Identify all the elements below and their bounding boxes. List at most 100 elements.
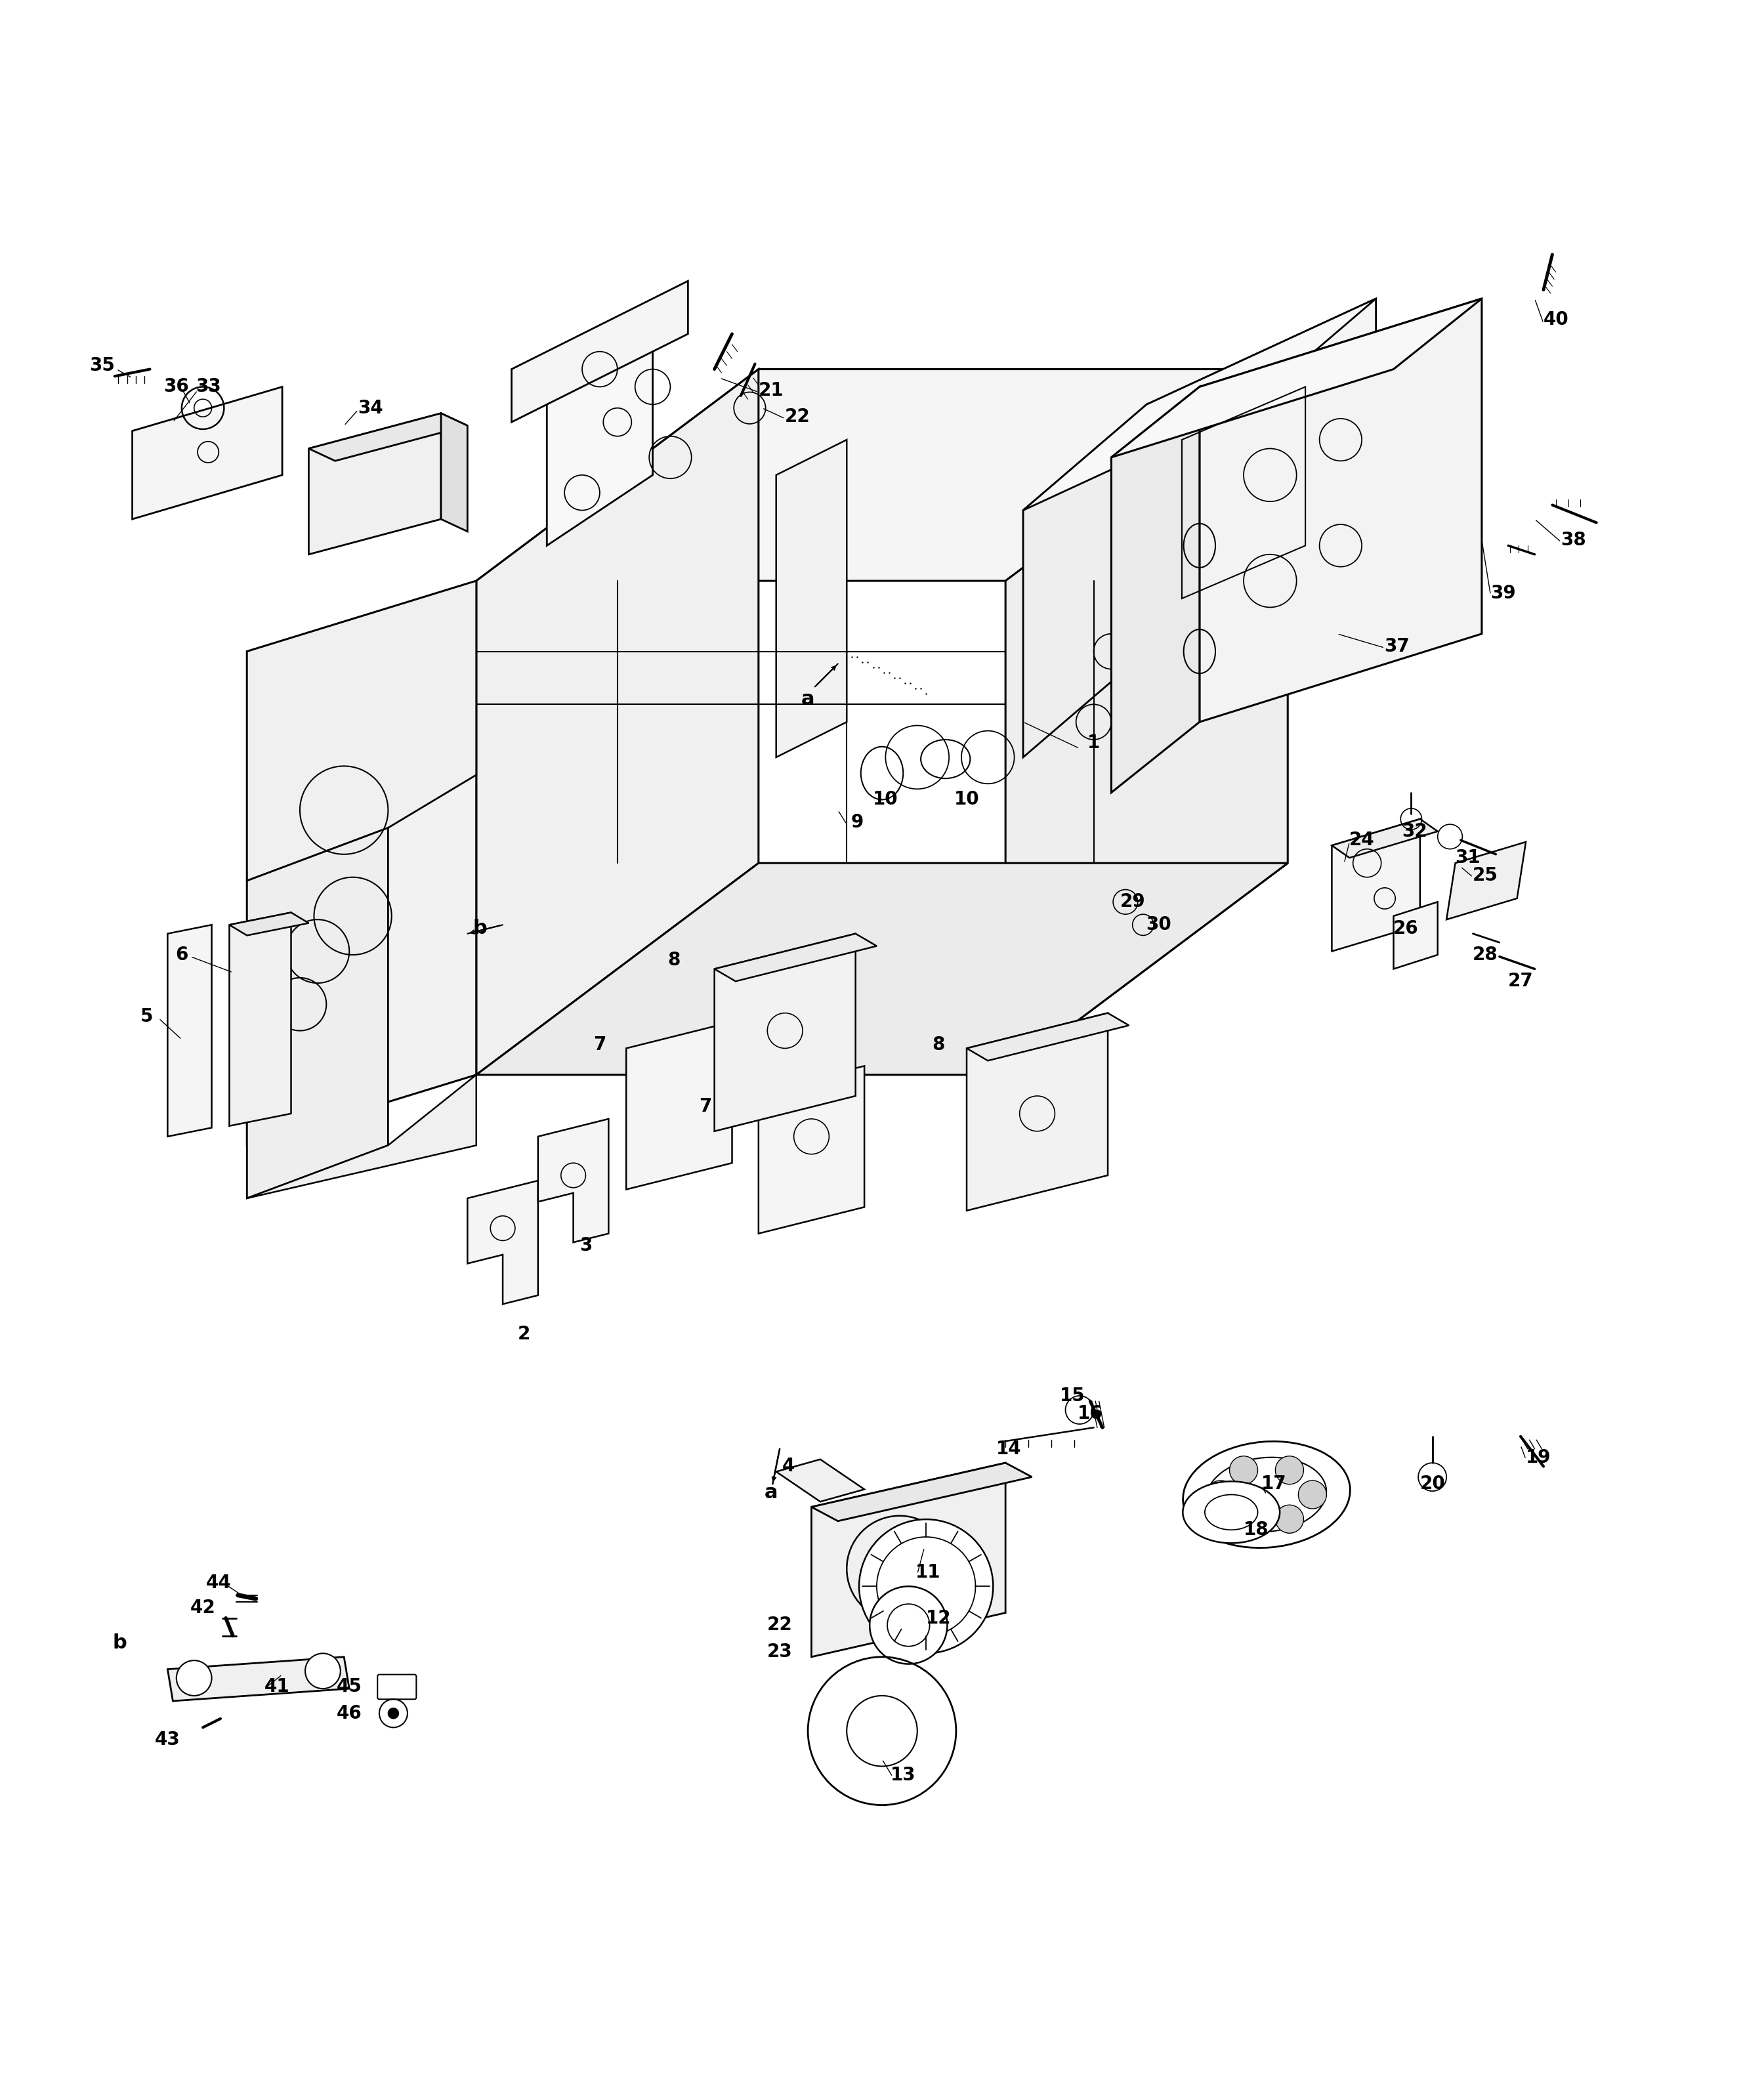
Text: 22: 22 [785, 407, 810, 426]
Text: 45: 45 [337, 1678, 362, 1696]
Text: 28: 28 [1473, 946, 1498, 965]
Polygon shape [1200, 299, 1482, 721]
Text: 36: 36 [164, 378, 189, 395]
Polygon shape [626, 1023, 732, 1189]
Polygon shape [512, 281, 688, 422]
Text: 4: 4 [781, 1457, 796, 1476]
Text: b: b [113, 1634, 127, 1653]
Text: 22: 22 [767, 1615, 792, 1634]
Text: 19: 19 [1526, 1449, 1551, 1468]
Text: b: b [473, 919, 487, 938]
Polygon shape [1332, 819, 1420, 952]
Circle shape [388, 1709, 399, 1719]
Circle shape [305, 1653, 340, 1688]
Polygon shape [714, 933, 856, 1131]
Text: 32: 32 [1402, 821, 1427, 840]
Polygon shape [309, 414, 441, 555]
Text: 23: 23 [767, 1642, 792, 1661]
Polygon shape [967, 1012, 1129, 1060]
Text: 33: 33 [196, 378, 220, 395]
Polygon shape [1332, 819, 1438, 859]
Polygon shape [168, 925, 212, 1137]
Text: 16: 16 [1078, 1403, 1102, 1422]
Polygon shape [811, 1464, 1032, 1522]
Text: 27: 27 [1508, 973, 1533, 990]
Polygon shape [229, 913, 309, 936]
Text: 1: 1 [1087, 734, 1101, 753]
Polygon shape [247, 580, 476, 1146]
Circle shape [1230, 1455, 1258, 1484]
Circle shape [176, 1661, 212, 1696]
Text: 21: 21 [759, 380, 783, 399]
Text: 8: 8 [667, 950, 681, 969]
Text: a: a [764, 1482, 778, 1503]
Text: 46: 46 [337, 1705, 362, 1723]
Circle shape [1275, 1455, 1304, 1484]
Text: 15: 15 [1060, 1387, 1085, 1405]
Polygon shape [1005, 370, 1288, 1075]
Text: 14: 14 [997, 1439, 1021, 1457]
Text: 44: 44 [206, 1574, 231, 1593]
Polygon shape [1147, 299, 1376, 651]
Text: a: a [801, 690, 815, 709]
Polygon shape [776, 1459, 864, 1501]
Text: 12: 12 [926, 1609, 951, 1628]
Text: 10: 10 [954, 790, 979, 809]
Text: 13: 13 [891, 1765, 916, 1784]
Ellipse shape [1184, 1441, 1349, 1549]
Text: 34: 34 [358, 399, 383, 418]
Text: 41: 41 [265, 1678, 289, 1696]
Polygon shape [229, 913, 291, 1127]
Text: 9: 9 [850, 813, 864, 832]
Text: 6: 6 [175, 946, 189, 965]
Polygon shape [1111, 387, 1200, 792]
Text: 7: 7 [593, 1035, 607, 1054]
Polygon shape [538, 1119, 609, 1243]
Circle shape [870, 1586, 947, 1663]
Text: 11: 11 [916, 1563, 940, 1582]
Text: 30: 30 [1147, 915, 1171, 933]
Circle shape [859, 1520, 993, 1653]
Polygon shape [168, 1657, 349, 1701]
Polygon shape [1394, 902, 1438, 969]
FancyBboxPatch shape [377, 1674, 416, 1699]
Text: 31: 31 [1455, 848, 1480, 867]
Text: 20: 20 [1420, 1474, 1445, 1493]
Text: 10: 10 [873, 790, 898, 809]
Polygon shape [247, 1075, 476, 1198]
Text: 17: 17 [1261, 1474, 1286, 1493]
Text: 26: 26 [1394, 919, 1418, 938]
Polygon shape [476, 370, 759, 1075]
Circle shape [1207, 1480, 1235, 1509]
Polygon shape [1023, 405, 1147, 757]
Text: 24: 24 [1349, 832, 1374, 850]
Polygon shape [714, 933, 877, 981]
Text: 40: 40 [1544, 310, 1568, 328]
Text: 35: 35 [90, 356, 115, 374]
Polygon shape [1446, 842, 1526, 919]
Text: 8: 8 [931, 1035, 946, 1054]
Polygon shape [132, 387, 282, 520]
Polygon shape [247, 580, 476, 881]
Text: 29: 29 [1120, 892, 1145, 911]
Text: 42: 42 [191, 1599, 215, 1617]
Text: 18: 18 [1244, 1520, 1268, 1538]
Text: 3: 3 [579, 1237, 593, 1256]
Polygon shape [759, 1067, 864, 1233]
Polygon shape [309, 414, 467, 462]
Polygon shape [811, 1464, 1005, 1657]
Text: 39: 39 [1491, 584, 1515, 603]
Polygon shape [1023, 299, 1376, 509]
Polygon shape [441, 414, 467, 532]
Text: 38: 38 [1561, 530, 1586, 549]
Ellipse shape [1182, 1482, 1279, 1543]
Text: 5: 5 [139, 1008, 153, 1025]
Polygon shape [547, 335, 653, 545]
Polygon shape [467, 1181, 538, 1304]
Circle shape [1230, 1505, 1258, 1532]
Text: 37: 37 [1385, 636, 1409, 655]
Polygon shape [476, 370, 1288, 580]
Polygon shape [476, 863, 1288, 1075]
Text: 7: 7 [699, 1098, 713, 1116]
Text: 25: 25 [1473, 867, 1498, 886]
